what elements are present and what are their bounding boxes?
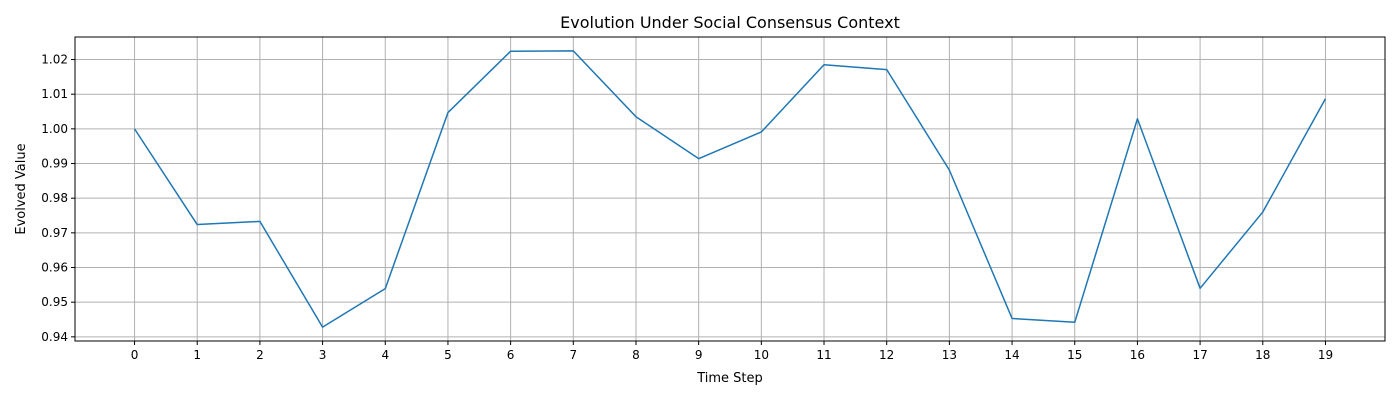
- chart-title: Evolution Under Social Consensus Context: [560, 13, 900, 32]
- x-axis-ticks: 0 1 2 3 4 5 6 7 8 9 10 11 12 13 14 15 16 17 18 19: [131, 341, 1333, 362]
- y-tick-label: 0.96: [41, 261, 68, 275]
- y-axis-ticks: 0.94 0.95 0.96 0.97 0.98 0.99 1.00 1.01 1.02: [41, 53, 75, 344]
- x-tick-label: 3: [319, 348, 327, 362]
- x-axis-label: Time Step: [696, 371, 763, 386]
- x-tick-label: 17: [1192, 348, 1207, 362]
- grid: [75, 37, 1385, 341]
- y-tick-label: 0.99: [41, 157, 68, 171]
- x-tick-label: 13: [942, 348, 957, 362]
- series-line: [133, 50, 1327, 328]
- x-tick-label: 19: [1318, 348, 1333, 362]
- x-tick-label: 18: [1255, 348, 1270, 362]
- y-tick-label: 0.98: [41, 191, 68, 205]
- x-tick-label: 14: [1004, 348, 1019, 362]
- plot-frame: [74, 36, 1386, 342]
- y-axis-label: Evolved Value: [14, 143, 29, 234]
- x-tick-label: 7: [569, 348, 577, 362]
- series-layer: [133, 50, 1327, 328]
- x-tick-label: 16: [1130, 348, 1145, 362]
- y-tick-label: 1.02: [41, 53, 68, 67]
- x-tick-label: 11: [816, 348, 831, 362]
- x-tick-label: 5: [444, 348, 452, 362]
- x-tick-label: 10: [754, 348, 769, 362]
- y-tick-label: 0.95: [41, 295, 68, 309]
- y-tick-label: 1.01: [41, 87, 68, 101]
- x-tick-label: 1: [193, 348, 201, 362]
- y-tick-label: 1.00: [41, 122, 68, 136]
- x-tick-label: 2: [256, 348, 264, 362]
- x-tick-label: 4: [381, 348, 389, 362]
- x-tick-label: 6: [507, 348, 515, 362]
- x-tick-label: 15: [1067, 348, 1082, 362]
- x-tick-label: 8: [632, 348, 640, 362]
- y-tick-label: 0.97: [41, 226, 68, 240]
- x-tick-label: 12: [879, 348, 894, 362]
- y-tick-label: 0.94: [41, 330, 68, 344]
- x-tick-label: 9: [695, 348, 703, 362]
- x-tick-label: 0: [131, 348, 139, 362]
